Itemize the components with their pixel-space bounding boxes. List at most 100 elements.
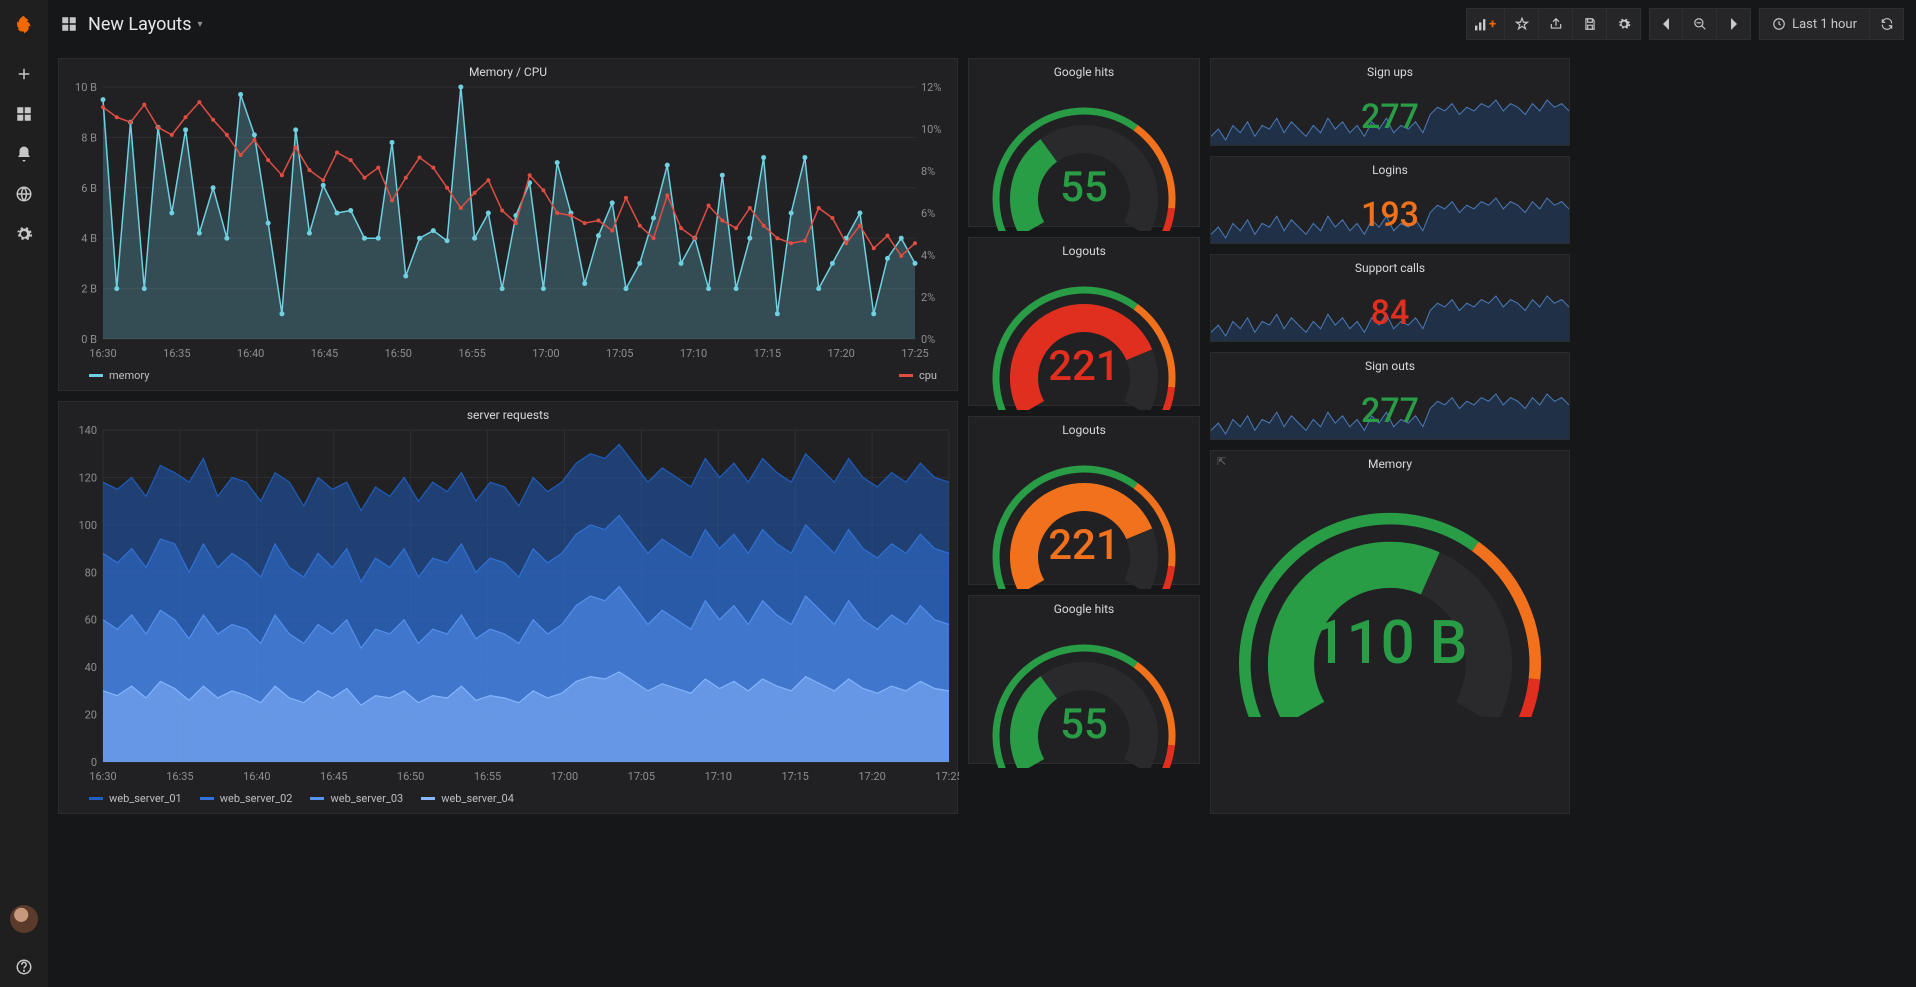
settings-icon[interactable] [0, 214, 48, 254]
panel-title: server requests [59, 402, 957, 424]
svg-text:0: 0 [91, 756, 97, 769]
save-button[interactable] [1573, 8, 1607, 40]
svg-text:16:50: 16:50 [397, 770, 424, 783]
svg-text:17:00: 17:00 [551, 770, 578, 783]
svg-text:12%: 12% [921, 81, 941, 94]
panel-stat-logins[interactable]: Logins 193 [1210, 156, 1570, 244]
create-icon[interactable] [0, 54, 48, 94]
panel-title: Logins [1211, 157, 1569, 179]
alerts-icon[interactable] [0, 134, 48, 174]
dashboard-title[interactable]: New Layouts [88, 14, 191, 35]
server-requests-legend: web_server_01web_server_02web_server_03w… [59, 788, 957, 813]
panel-gauge-memory[interactable]: ⇱ Memory110 B [1210, 450, 1570, 814]
gauge-value: 221 [1048, 521, 1120, 570]
panel-title: Google hits [969, 59, 1199, 81]
share-button[interactable] [1539, 8, 1573, 40]
svg-text:16:35: 16:35 [166, 770, 193, 783]
dashboards-icon[interactable] [0, 94, 48, 134]
svg-text:60: 60 [85, 614, 97, 627]
panel-gauge-google-hits-2[interactable]: Google hits 55 [968, 595, 1200, 764]
panel-title: Google hits [969, 596, 1199, 618]
title-caret-icon[interactable]: ▾ [197, 19, 202, 30]
svg-text:17:25: 17:25 [935, 770, 959, 783]
svg-text:40: 40 [85, 661, 97, 674]
time-forward-button[interactable] [1717, 8, 1751, 40]
memory-cpu-legend: memory cpu [59, 365, 957, 390]
svg-text:17:10: 17:10 [705, 770, 732, 783]
gauge-value: 221 [1048, 342, 1120, 391]
star-button[interactable] [1505, 8, 1539, 40]
panel-title: Sign ups [1211, 59, 1569, 81]
svg-text:17:25: 17:25 [901, 347, 928, 360]
refresh-button[interactable] [1870, 8, 1904, 40]
svg-text:140: 140 [78, 424, 97, 437]
svg-text:16:45: 16:45 [320, 770, 347, 783]
help-icon[interactable] [0, 947, 48, 987]
time-range-label: Last 1 hour [1792, 17, 1857, 32]
panel-title: Sign outs [1211, 353, 1569, 375]
stat-value: 277 [1211, 97, 1569, 137]
left-nav [0, 0, 48, 987]
time-range-button[interactable]: Last 1 hour [1759, 8, 1870, 40]
svg-text:16:40: 16:40 [243, 770, 270, 783]
dashboard-settings-button[interactable] [1607, 8, 1641, 40]
svg-text:16:40: 16:40 [237, 347, 264, 360]
svg-text:16:30: 16:30 [89, 347, 116, 360]
top-bar: New Layouts ▾ + Last 1 hour [48, 0, 1916, 48]
svg-text:20: 20 [85, 709, 97, 722]
panel-server-requests[interactable]: server requests 0 20 40 60 80 100 120 140 16:30 1… [58, 401, 958, 814]
svg-text:17:05: 17:05 [628, 770, 655, 783]
svg-text:120: 120 [78, 471, 97, 484]
svg-text:16:50: 16:50 [385, 347, 412, 360]
svg-text:17:15: 17:15 [781, 770, 808, 783]
svg-text:16:35: 16:35 [163, 347, 190, 360]
memory-cpu-chart: 0 B2 B4 B6 B8 B10 B0%2%4%6%8%10%12%16:30… [59, 81, 959, 361]
svg-text:17:10: 17:10 [680, 347, 707, 360]
svg-text:17:20: 17:20 [858, 770, 885, 783]
svg-text:2 B: 2 B [81, 283, 97, 296]
gauge-value: 55 [1060, 700, 1108, 749]
panel-title: Logouts [969, 417, 1199, 439]
stat-value: 84 [1211, 293, 1569, 333]
panel-memory-cpu[interactable]: Memory / CPU 0 B2 B4 B6 B8 B10 B0%2%4%6%… [58, 58, 958, 391]
svg-text:8%: 8% [921, 165, 935, 178]
server-requests-chart: 0 20 40 60 80 100 120 140 16:30 16:35 16:40 16:45 16… [59, 424, 959, 784]
svg-text:17:00: 17:00 [532, 347, 559, 360]
panel-gauge-logouts[interactable]: Logouts 221 [968, 237, 1200, 406]
svg-text:10%: 10% [921, 123, 941, 136]
explore-icon[interactable] [0, 174, 48, 214]
panel-link-icon[interactable]: ⇱ [1217, 455, 1226, 468]
panel-gauge-google-hits[interactable]: Google hits 55 [968, 58, 1200, 227]
dashboard-content: Memory / CPU 0 B2 B4 B6 B8 B10 B0%2%4%6%… [48, 48, 1916, 824]
svg-text:8 B: 8 B [81, 131, 97, 144]
user-avatar[interactable] [10, 905, 38, 933]
panel-gauge-logouts-2[interactable]: Logouts 221 [968, 416, 1200, 585]
svg-text:100: 100 [78, 519, 97, 532]
panel-title: Support calls [1211, 255, 1569, 277]
svg-text:4%: 4% [921, 249, 935, 262]
panel-stat-support[interactable]: Support calls 84 [1210, 254, 1570, 342]
time-back-button[interactable] [1649, 8, 1683, 40]
svg-text:16:45: 16:45 [311, 347, 338, 360]
svg-text:16:30: 16:30 [89, 770, 116, 783]
svg-text:0%: 0% [921, 333, 935, 346]
stat-value: 193 [1211, 195, 1569, 235]
add-panel-button[interactable]: + [1466, 8, 1505, 40]
panel-title: Logouts [969, 238, 1199, 260]
gauge-value: 110 B [1312, 607, 1467, 678]
svg-text:10 B: 10 B [75, 81, 97, 94]
svg-text:6 B: 6 B [81, 182, 97, 195]
grafana-logo-icon[interactable] [13, 14, 35, 42]
zoom-out-button[interactable] [1683, 8, 1717, 40]
svg-text:4 B: 4 B [81, 232, 97, 245]
panel-stat-signups[interactable]: Sign ups 277 [1210, 58, 1570, 146]
svg-text:80: 80 [85, 566, 97, 579]
gauge-chart [1225, 479, 1555, 717]
svg-text:6%: 6% [921, 207, 935, 220]
gauge-value: 55 [1060, 163, 1108, 212]
svg-text:16:55: 16:55 [474, 770, 501, 783]
dashboard-grid-icon[interactable] [60, 15, 78, 33]
stat-value: 277 [1211, 391, 1569, 431]
svg-text:17:20: 17:20 [827, 347, 854, 360]
panel-stat-signouts[interactable]: Sign outs 277 [1210, 352, 1570, 440]
